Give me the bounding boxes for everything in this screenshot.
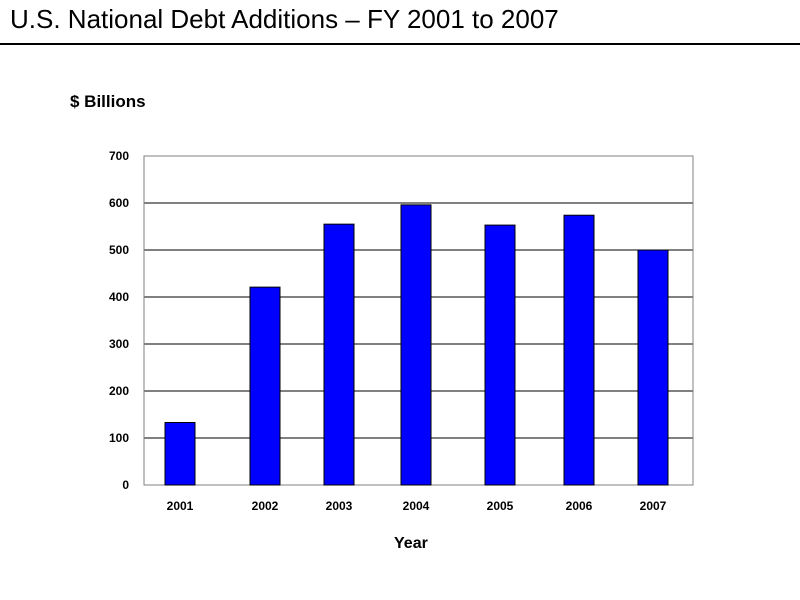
bar-2005 bbox=[484, 224, 516, 486]
y-tick-label: 400 bbox=[109, 290, 129, 304]
y-tick-label: 500 bbox=[109, 243, 129, 257]
y-axis-label: $ Billions bbox=[70, 92, 146, 111]
y-tick-label: 300 bbox=[109, 337, 129, 351]
y-tick-label: 700 bbox=[109, 149, 129, 163]
x-tick-label: 2001 bbox=[167, 499, 194, 513]
x-tick-label: 2004 bbox=[403, 499, 430, 513]
x-tick-labels: 2001 2002 2003 2004 2005 2006 2007 bbox=[167, 499, 667, 513]
y-tick-label: 0 bbox=[122, 478, 129, 492]
bar-2007 bbox=[637, 249, 669, 486]
y-tick-label: 200 bbox=[109, 384, 129, 398]
bar-2004 bbox=[400, 204, 432, 486]
x-tick-label: 2006 bbox=[566, 499, 593, 513]
bars bbox=[164, 204, 669, 486]
bar-2001 bbox=[164, 421, 196, 486]
page-title: U.S. National Debt Additions – FY 2001 t… bbox=[10, 4, 559, 34]
x-tick-label: 2003 bbox=[326, 499, 353, 513]
x-tick-label: 2007 bbox=[640, 499, 667, 513]
y-tick-labels: 0 100 200 300 400 500 600 700 bbox=[109, 149, 129, 492]
y-tick-label: 100 bbox=[109, 431, 129, 445]
x-tick-label: 2005 bbox=[487, 499, 514, 513]
x-axis-label: Year bbox=[394, 535, 428, 552]
bar-2002 bbox=[249, 286, 281, 486]
x-tick-label: 2002 bbox=[252, 499, 279, 513]
y-tick-label: 600 bbox=[109, 196, 129, 210]
title-divider bbox=[0, 43, 800, 45]
bar-2006 bbox=[563, 214, 595, 486]
bar-2003 bbox=[323, 223, 355, 486]
